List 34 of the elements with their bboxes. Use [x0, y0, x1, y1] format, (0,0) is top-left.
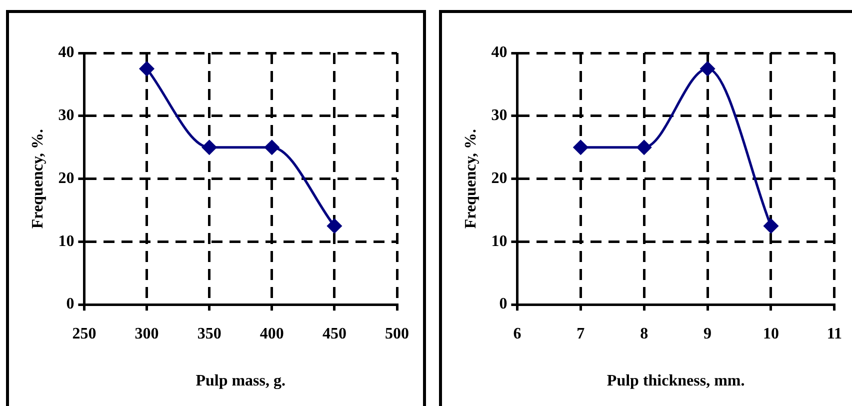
x-axis-title: Pulp thickness, mm. [606, 372, 745, 390]
y-tick-label: 20 [491, 170, 508, 187]
x-tick-label: 6 [513, 325, 522, 342]
point [636, 140, 652, 155]
y-tick-label: 10 [58, 232, 74, 250]
y-tick-label: 20 [58, 170, 74, 187]
point [764, 218, 778, 234]
x-tick-label: 450 [322, 325, 346, 342]
point [140, 61, 154, 76]
x-tick-label: 11 [826, 325, 842, 342]
y-axis-title: Frequency, %. [30, 128, 47, 229]
point [264, 140, 280, 155]
point [327, 218, 342, 234]
x-tick-label: 300 [134, 325, 159, 342]
x-tick-label: 400 [260, 325, 284, 342]
y-tick-label: 40 [491, 44, 508, 62]
y-tick-label: 0 [66, 296, 74, 313]
x-axis-title: Pulp mass, g. [196, 372, 286, 390]
y-tick-label: 30 [58, 107, 74, 124]
x-tick-label: 10 [762, 325, 779, 342]
x-tick-label: 8 [640, 325, 648, 342]
point [700, 61, 715, 76]
y-tick-label: 0 [499, 296, 508, 313]
x-tick-label: 9 [704, 325, 712, 342]
point [202, 140, 217, 155]
x-tick-label: 500 [385, 325, 409, 342]
x-tick-label: 250 [72, 325, 96, 342]
y-axis-title: Frequency, %. [462, 128, 480, 229]
y-tick-label: 30 [491, 107, 508, 124]
x-tick-label: 350 [197, 325, 222, 342]
point [573, 140, 588, 155]
x-tick-label: 7 [576, 325, 585, 342]
y-tick-label: 10 [491, 232, 508, 250]
y-tick-label: 40 [58, 44, 74, 62]
